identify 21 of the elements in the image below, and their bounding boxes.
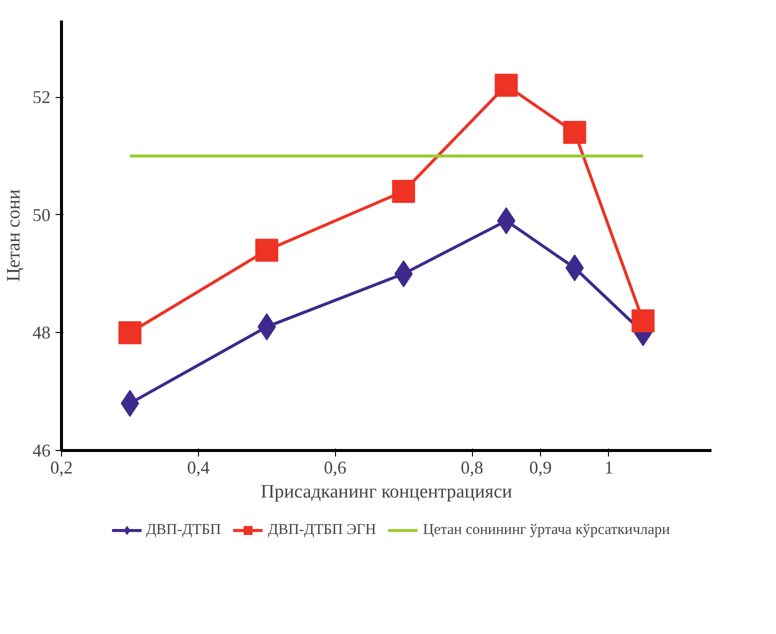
x-tick-label: 0,4 [187, 458, 210, 478]
x-tick-label: 0,6 [324, 458, 346, 478]
x-tick-label: 0,8 [460, 458, 484, 478]
point [563, 120, 586, 144]
y-tick-label: 50 [32, 204, 50, 225]
point [494, 74, 518, 97]
point [632, 309, 655, 332]
x-tick-label: 1 [604, 458, 614, 478]
point [118, 321, 142, 344]
y-tick-label: 46 [32, 440, 50, 460]
legend-label: ДВП-ДТБП ЭГН [268, 522, 376, 538]
point [255, 238, 278, 262]
y-axis-title: Цетан сони [4, 189, 24, 282]
x-axis-title: Присадканинг концентрацияси [260, 482, 512, 502]
y-tick-label: 48 [32, 322, 50, 343]
legend-label: Цетан сонининг ўртача кўрсаткичлари [423, 522, 670, 538]
point [392, 180, 416, 203]
x-tick-label: 0,9 [529, 458, 552, 478]
y-tick-label: 52 [32, 87, 50, 108]
x-tick-label: 0,2 [50, 458, 73, 478]
legend-label: ДВП-ДТБП [146, 522, 221, 538]
